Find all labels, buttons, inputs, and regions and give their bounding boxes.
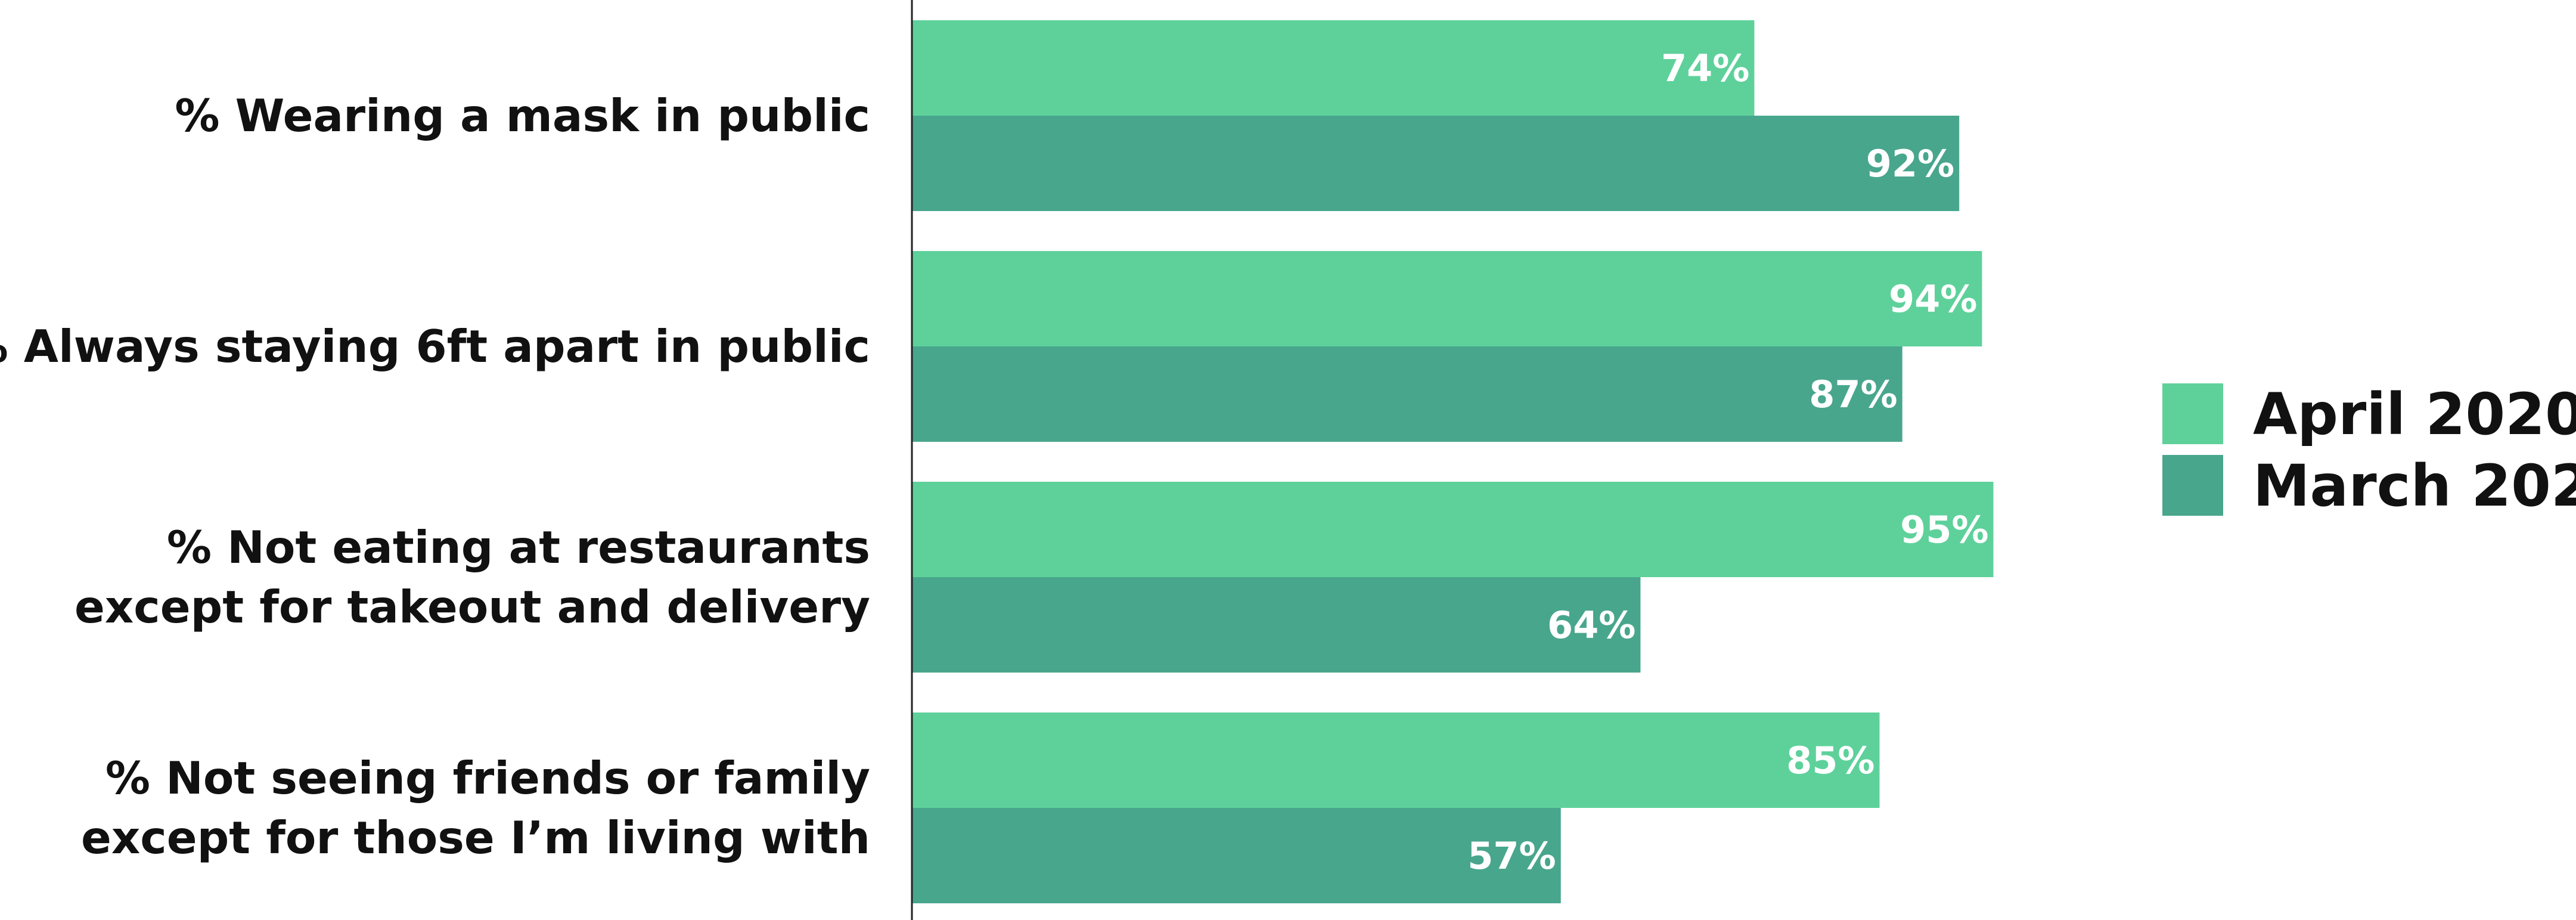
bar-march-2021-3 [912,808,1561,903]
data-label: 87% [1809,373,1897,416]
bar-april-2020-2 [912,482,1994,577]
category-label: % Not eating at restaurants [167,521,870,574]
legend-swatch [2162,383,2223,444]
bar-march-2021-2 [912,577,1641,673]
bar-march-2021-1 [912,346,1902,442]
data-label: 64% [1547,603,1635,647]
data-label: 74% [1661,47,1749,90]
category-label: except for takeout and delivery [75,581,870,633]
category-label: except for those I’m living with [81,811,870,864]
bar-april-2020-0 [912,20,1755,116]
bar-april-2020-1 [912,251,1982,346]
data-label: 85% [1786,739,1874,782]
data-label: 57% [1467,834,1556,878]
legend-label: March 2021 [2253,453,2576,519]
data-label: 94% [1889,277,1977,321]
legend-swatch [2162,455,2223,516]
legend-label: April 2020 [2253,381,2576,448]
category-label: % Always staying 6ft apart in public [0,320,870,373]
bar-april-2020-3 [912,713,1880,808]
data-label: 92% [1866,142,1954,185]
bar-march-2021-0 [912,116,1960,211]
category-label: % Not seeing friends or family [105,752,870,804]
data-label: 95% [1900,508,1988,552]
category-label: % Wearing a mask in public [175,89,870,142]
